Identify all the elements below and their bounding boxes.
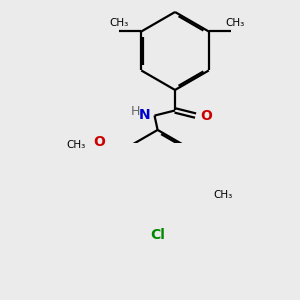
Text: CH₃: CH₃	[109, 18, 128, 28]
Text: O: O	[94, 135, 105, 149]
Text: CH₃: CH₃	[213, 190, 232, 200]
Text: CH₃: CH₃	[226, 18, 245, 28]
Text: Cl: Cl	[150, 228, 165, 242]
Text: N: N	[139, 108, 150, 122]
Text: O: O	[201, 109, 213, 123]
Text: CH₃: CH₃	[67, 140, 86, 150]
Text: H: H	[131, 105, 140, 118]
